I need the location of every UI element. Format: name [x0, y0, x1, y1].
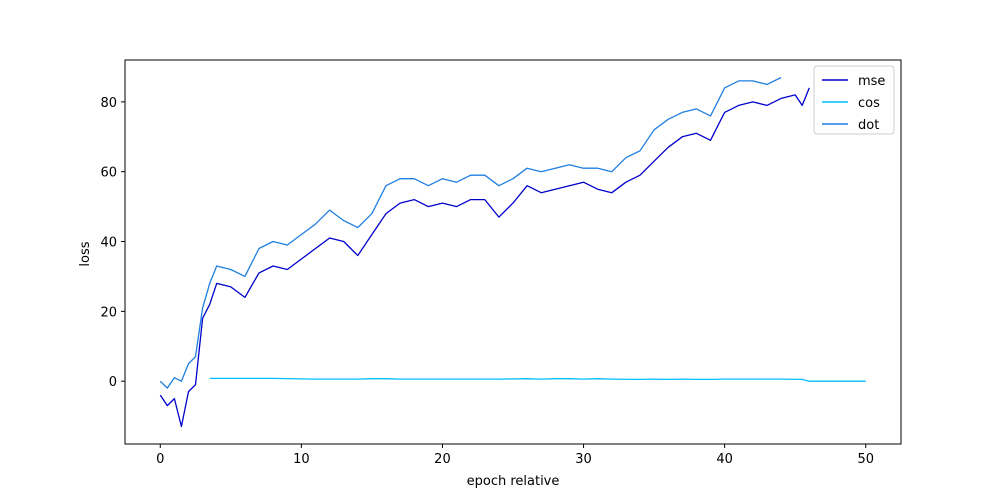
x-axis-label: epoch relative	[467, 474, 560, 489]
legend-box	[813, 65, 895, 135]
legend-label-mse: mse	[858, 74, 885, 89]
y-tick-label: 40	[100, 236, 117, 251]
x-axis-ticks: 0 10 20 30 40 50	[156, 444, 874, 467]
series-line-dot	[159, 76, 782, 389]
x-tick-label: 10	[293, 452, 310, 467]
y-tick-label: 60	[100, 166, 117, 181]
x-tick-label: 50	[857, 452, 874, 467]
legend-label-dot: dot	[858, 118, 879, 133]
y-tick-label: 80	[100, 96, 117, 111]
x-tick-label: 0	[156, 452, 164, 467]
series-line-mse	[159, 87, 810, 428]
y-axis-ticks: 0 20 40 60 80	[100, 96, 125, 390]
legend-label-cos: cos	[858, 96, 880, 111]
y-tick-label: 20	[100, 305, 117, 320]
legend: mse cos dot	[813, 65, 895, 135]
x-tick-label: 20	[434, 452, 451, 467]
y-axis-label: loss	[78, 241, 93, 266]
series-line-cos	[209, 377, 866, 382]
plot-area	[124, 59, 902, 445]
series-lines	[159, 76, 866, 428]
x-tick-label: 40	[716, 452, 733, 467]
y-tick-label: 0	[109, 375, 117, 390]
x-tick-label: 30	[575, 452, 592, 467]
